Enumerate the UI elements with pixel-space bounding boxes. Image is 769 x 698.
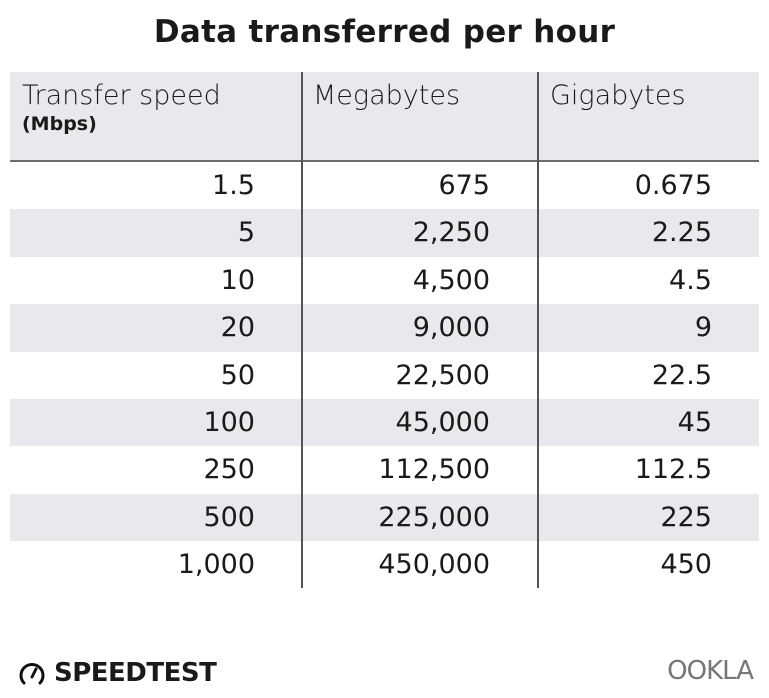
table-cell: 9,000 [412,312,490,344]
table-cell: 20 [220,312,255,344]
table-cell: 22,500 [395,359,490,391]
table-row: 10 4,500 4.5 [10,257,759,304]
table-cell: 4.5 [669,264,712,296]
header-label: Transfer speed [22,80,221,111]
table-cell: 112.5 [634,454,712,486]
table-header: Transfer speed (Mbps) Megabytes Gigabyte… [10,72,759,162]
table-cell: 5 [237,217,255,249]
table-cell: 10 [220,264,255,296]
table-row: 1.5 675 0.675 [10,162,759,209]
table-cell: 1.5 [212,170,255,201]
table-cell: 22.5 [651,359,712,391]
table-cell: 2.25 [651,217,712,249]
gauge-icon [19,663,45,685]
table-cell: 225,000 [378,501,490,533]
table-cell: 250 [203,454,255,486]
speedtest-wordmark: SPEEDTEST [54,658,217,688]
table-cell: 225 [660,501,712,533]
table-cell: 100 [203,406,255,438]
table-row: 5 2,250 2.25 [10,209,759,257]
table-cell: 450,000 [378,549,490,581]
table-cell: 4,500 [412,264,490,296]
header-gigabytes: Gigabytes [550,80,686,111]
header-megabytes: Megabytes [313,80,461,111]
table-cell: 50 [220,359,255,391]
ookla-logo: OOKLA [667,656,754,686]
table-row: 50 22,500 22.5 [10,352,759,399]
data-table: Transfer speed (Mbps) Megabytes Gigabyte… [10,72,759,589]
table-cell: 112,500 [378,454,490,486]
column-divider [537,72,539,588]
table-row: 500 225,000 225 [10,493,759,542]
table-cell: 45,000 [395,406,490,438]
table-row: 20 9,000 9 [10,304,759,352]
table-cell: 500 [203,501,255,533]
table-cell: 0.675 [634,170,712,201]
table-body: 1.5 675 0.675 5 2,250 2.25 10 4,500 4.5 20 9,000 9 5… [10,162,759,589]
table-row: 1,000 450,000 450 [10,541,759,588]
table-row: 250 112,500 112.5 [10,446,759,493]
header-unit: (Mbps) [22,113,97,135]
speedtest-logo: SPEEDTEST [18,658,217,688]
table-cell: 1,000 [177,549,255,581]
table-cell: 2,250 [412,217,490,249]
table-row: 100 45,000 45 [10,398,759,447]
table-cell: 9 [694,312,712,344]
table-cell: 450 [660,549,712,581]
header-transfer-speed: Transfer speed (Mbps) [22,80,221,135]
table-cell: 675 [438,170,490,201]
table-cell: 45 [677,406,712,438]
column-divider [301,72,303,588]
table-title: Data transferred per hour [153,14,616,50]
